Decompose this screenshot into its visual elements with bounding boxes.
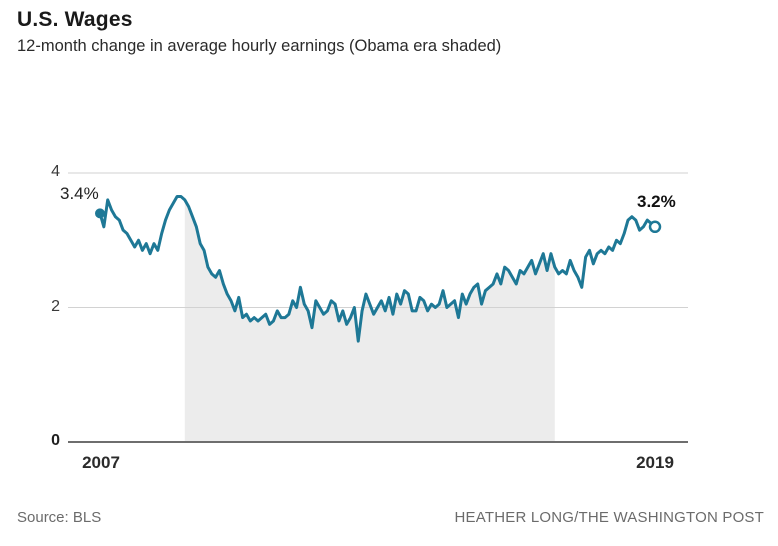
y-tick-2: 2 xyxy=(51,298,60,315)
page-title: U.S. Wages xyxy=(17,8,133,31)
end-circle xyxy=(648,220,662,234)
start-value-label: 3.4% xyxy=(60,184,99,203)
source-note: Source: BLS xyxy=(17,509,102,526)
end-value-label: 3.2% xyxy=(637,192,676,211)
y-tick-4: 4 xyxy=(51,163,60,180)
y-tick-0: 0 xyxy=(51,432,60,449)
x-tick-2007: 2007 xyxy=(82,453,120,472)
byline-credit: HEATHER LONG/THE WASHINGTON POST xyxy=(454,509,764,526)
x-tick-2019: 2019 xyxy=(636,453,674,472)
wage-line xyxy=(98,195,657,343)
start-dot xyxy=(95,208,105,219)
chart-subtitle: 12-month change in average hourly earnin… xyxy=(17,37,502,55)
obama-era-shading xyxy=(184,199,555,442)
